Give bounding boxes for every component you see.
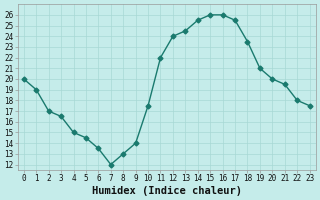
X-axis label: Humidex (Indice chaleur): Humidex (Indice chaleur): [92, 186, 242, 196]
